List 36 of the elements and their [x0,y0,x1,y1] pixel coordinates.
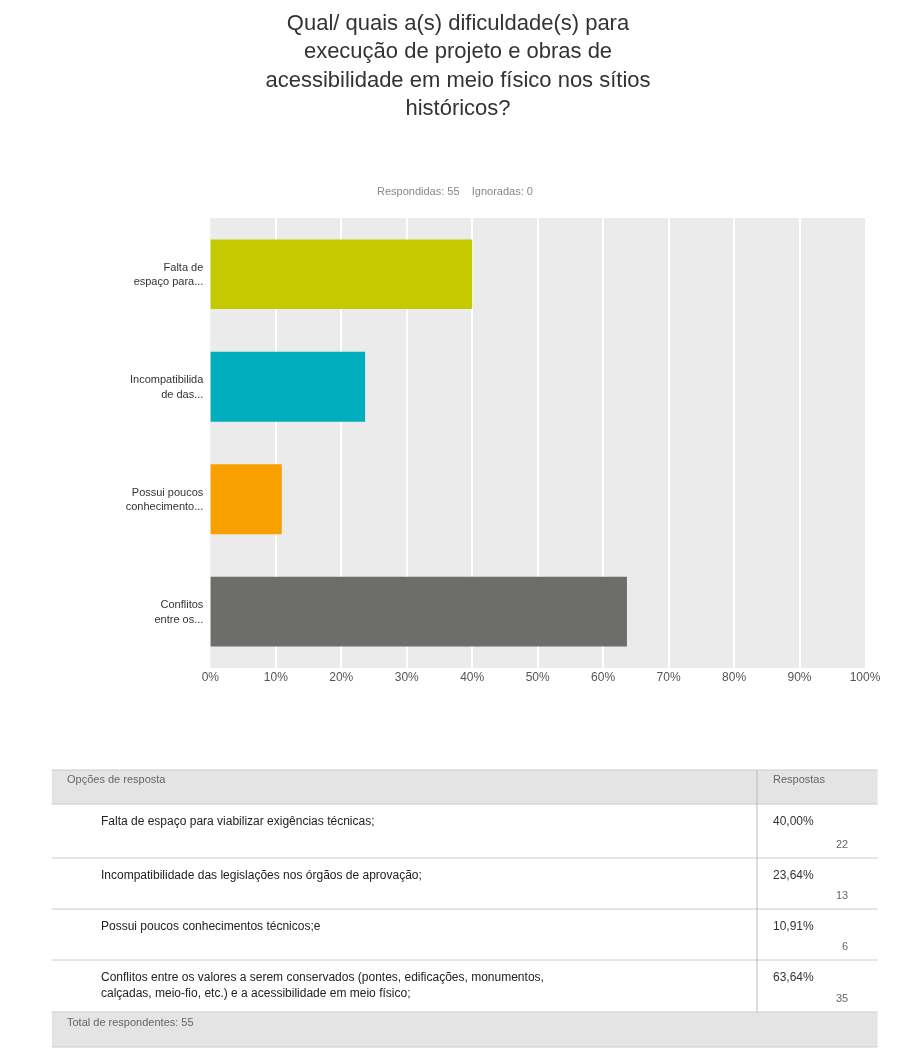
text: 6 [842,940,849,952]
text: Respostas [773,773,826,785]
x-tick-label: 0% [201,670,220,684]
chart-subtitle: Respondidas: 55 Ignoradas: 0 [377,185,533,197]
text: Conflitos entre os valores a serem conservados (pontes, edificações, monumentos, calçadas, meio-fio, etc.) e a acessibilidade em meio físico; [101,970,544,1000]
y-tick-label: Falta de espaço para... [133,260,204,288]
text: Possui poucos conhecimentos técnicos;e [101,919,321,933]
text: Incompatibilidade das legislações nos órgãos de aprovação; [101,868,422,882]
text: 35 [836,992,849,1004]
x-tick-label: 30% [394,670,420,684]
bar [210,351,366,422]
text: 13 [836,889,849,901]
bar [210,464,282,535]
text: 10,91% [773,919,815,933]
x-tick-label: 40% [460,670,485,684]
text: 63,64% [773,970,815,984]
x-tick-label: 10% [263,670,289,684]
bar [210,576,627,647]
x-tick-label: 90% [787,670,812,684]
chart-title: Qual/ quais a(s) dificuldade(s) para execução de projeto e obras de acessibilidade em meio físico nos sítios históricos? [265,9,651,121]
y-tick-label: Conflitos entre os... [154,598,204,625]
text: 40,00% [773,814,815,828]
text: Opções de resposta [67,773,167,785]
text: Falta de espaço para viabilizar exigências técnicas; [101,814,375,828]
text: 22 [836,838,849,850]
x-tick-label: 50% [525,670,550,684]
x-tick-label: 100% [849,670,881,684]
y-tick-label: Incompatibilida de das... [129,373,205,400]
text: Total de respondentes: 55 [67,1016,194,1028]
bar [210,239,473,310]
x-tick-label: 60% [591,670,616,684]
x-tick-label: 20% [329,670,354,684]
x-tick-label: 80% [722,670,747,684]
x-tick-label: 70% [656,670,681,684]
text: 23,64% [773,868,815,882]
y-tick-label: Possui poucos conhecimento... [125,485,204,513]
